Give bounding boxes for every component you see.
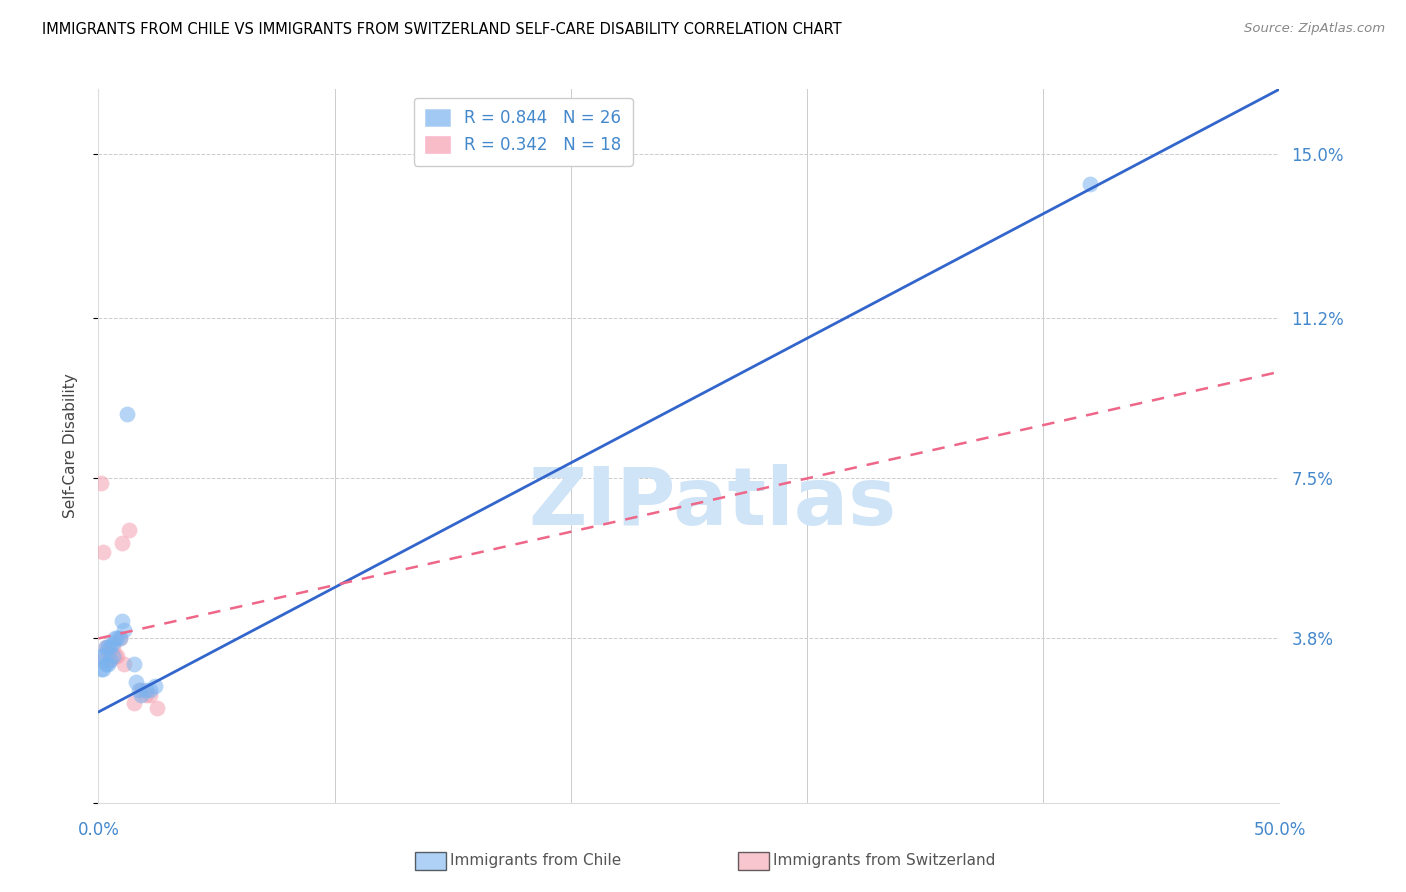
Point	[112, 657, 135, 672]
Point	[98, 653, 121, 667]
Point	[1080, 178, 1102, 192]
Point	[122, 657, 145, 672]
Point	[143, 679, 166, 693]
Point	[112, 623, 135, 637]
Point	[98, 640, 121, 654]
Point	[108, 632, 131, 646]
Point	[122, 696, 145, 710]
Point	[101, 640, 124, 654]
Point	[139, 688, 162, 702]
Text: Immigrants from Switzerland: Immigrants from Switzerland	[773, 854, 995, 868]
Point	[111, 614, 134, 628]
Point	[105, 648, 128, 663]
Point	[91, 648, 114, 663]
Point	[94, 640, 117, 654]
Point	[90, 648, 112, 663]
Point	[101, 648, 124, 663]
Point	[90, 662, 112, 676]
Point	[128, 683, 150, 698]
Text: IMMIGRANTS FROM CHILE VS IMMIGRANTS FROM SWITZERLAND SELF-CARE DISABILITY CORREL: IMMIGRANTS FROM CHILE VS IMMIGRANTS FROM…	[42, 22, 842, 37]
Point	[90, 475, 112, 490]
Text: Immigrants from Chile: Immigrants from Chile	[450, 854, 621, 868]
Point	[105, 632, 128, 646]
Point	[108, 632, 131, 646]
Text: 50.0%: 50.0%	[1253, 821, 1306, 838]
Point	[101, 636, 124, 650]
Point	[139, 683, 162, 698]
Point	[97, 640, 120, 654]
Point	[94, 640, 117, 654]
Point	[146, 700, 169, 714]
Point	[97, 644, 120, 658]
Text: 0.0%: 0.0%	[77, 821, 120, 838]
Point	[98, 653, 121, 667]
Point	[129, 688, 152, 702]
Point	[91, 653, 114, 667]
Point	[125, 674, 148, 689]
Point	[104, 648, 127, 663]
Point	[94, 657, 117, 672]
Point	[104, 632, 127, 646]
Point	[129, 683, 152, 698]
Point	[115, 407, 138, 421]
Point	[91, 545, 114, 559]
Y-axis label: Self-Care Disability: Self-Care Disability	[63, 374, 77, 518]
Text: Source: ZipAtlas.com: Source: ZipAtlas.com	[1244, 22, 1385, 36]
Point	[97, 657, 120, 672]
Legend: R = 0.844   N = 26, R = 0.342   N = 18: R = 0.844 N = 26, R = 0.342 N = 18	[413, 97, 633, 166]
Point	[118, 524, 141, 538]
Point	[111, 536, 134, 550]
Point	[135, 688, 157, 702]
Text: ZIPatlas: ZIPatlas	[529, 464, 897, 542]
Point	[135, 683, 157, 698]
Point	[91, 662, 114, 676]
